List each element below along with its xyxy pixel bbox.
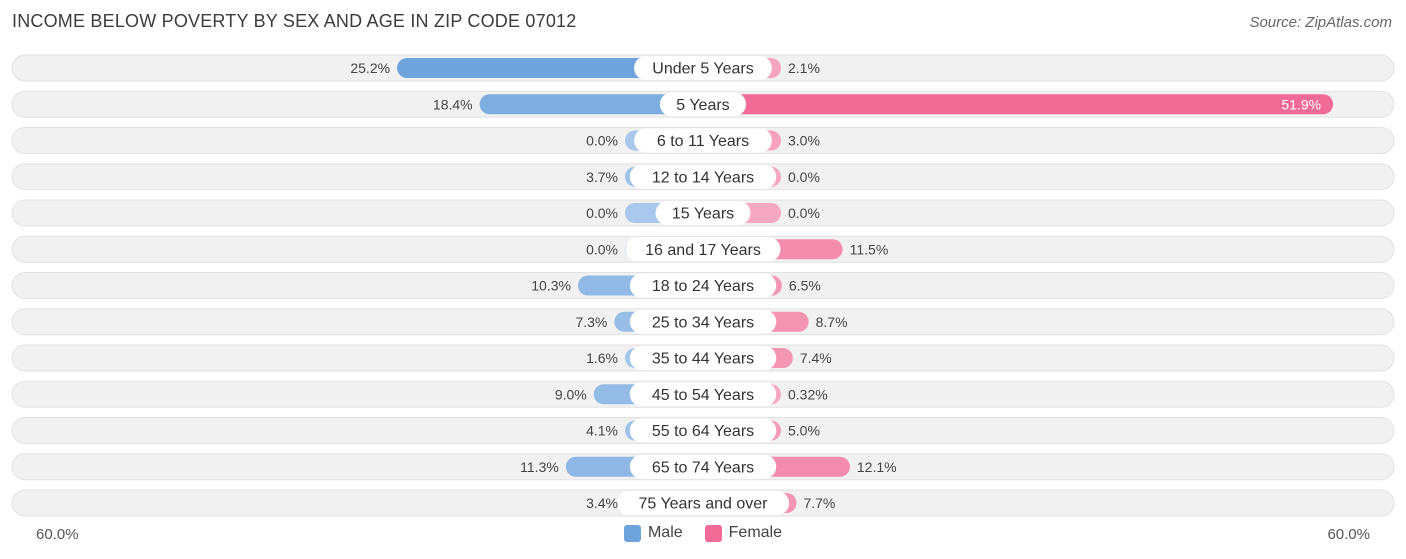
chart-title: INCOME BELOW POVERTY BY SEX AND AGE IN Z…	[12, 11, 577, 31]
value-label-female: 0.32%	[788, 386, 828, 402]
category-label: 5 Years	[676, 97, 729, 114]
value-label-male: 0.0%	[586, 133, 618, 149]
value-label-male: 3.4%	[586, 495, 618, 511]
axis-right-label: 60.0%	[1327, 526, 1370, 543]
bar-female	[703, 94, 1334, 115]
category-pill	[629, 164, 777, 189]
category-label: 75 Years and over	[639, 496, 769, 513]
category-label: Under 5 Years	[652, 61, 753, 78]
category-pill	[659, 92, 747, 117]
value-label-male: 9.0%	[555, 386, 587, 402]
value-label-female: 11.5%	[850, 241, 889, 257]
value-label-female: 0.0%	[788, 169, 820, 185]
source-label: Source: ZipAtlas.com	[1249, 14, 1392, 31]
value-label-male: 4.1%	[586, 423, 618, 439]
value-label-male: 7.3%	[575, 314, 607, 330]
category-label: 25 to 34 Years	[652, 314, 754, 331]
category-label: 12 to 14 Years	[652, 169, 754, 186]
category-label: 45 to 54 Years	[652, 387, 754, 404]
value-label-female: 12.1%	[857, 459, 897, 475]
legend-item-female: Female	[704, 524, 783, 542]
value-label-female: 2.1%	[788, 60, 820, 76]
bar-male	[479, 94, 703, 115]
category-pill	[629, 346, 777, 370]
category-pill	[629, 382, 777, 407]
axis-left-label: 60.0%	[36, 526, 79, 543]
legend-item-male: Male	[623, 524, 683, 542]
category-pill	[629, 309, 777, 334]
category-pill	[655, 201, 751, 225]
female-swatch	[704, 524, 722, 542]
category-pill	[629, 273, 777, 298]
category-pill	[634, 56, 772, 80]
category-label: 6 to 11 Years	[657, 133, 749, 150]
legend-label-male: Male	[647, 524, 683, 541]
value-label-male: 0.0%	[586, 205, 618, 221]
category-pill	[634, 128, 772, 153]
value-label-female: 7.7%	[803, 495, 835, 511]
category-label: 55 to 64 Years	[652, 423, 754, 440]
value-label-female: 7.4%	[800, 350, 832, 366]
value-label-female: 3.0%	[788, 133, 820, 149]
value-label-male: 0.0%	[586, 241, 618, 257]
poverty-chart: Under 5 Years 25.2% 2.1% 5 Years 18.4% 51.9% 6…	[11, 54, 1395, 517]
legend-label-female: Female	[728, 524, 783, 541]
category-label: 35 to 44 Years	[652, 351, 754, 368]
category-pill	[629, 454, 777, 479]
value-label-female: 8.7%	[816, 314, 848, 330]
legend: Male Female	[0, 524, 1406, 542]
male-swatch	[623, 524, 641, 542]
category-pill	[625, 237, 781, 262]
value-label-male: 11.3%	[520, 459, 559, 475]
value-label-female: 5.0%	[788, 423, 820, 439]
category-label: 18 to 24 Years	[652, 278, 754, 295]
value-label-male: 25.2%	[350, 60, 390, 76]
value-label-male: 10.3%	[531, 278, 571, 294]
value-label-female: 0.0%	[788, 205, 820, 221]
bar-male	[397, 58, 703, 78]
category-label: 15 Years	[672, 206, 734, 223]
value-label-female: 6.5%	[789, 278, 821, 294]
value-label-male: 3.7%	[586, 169, 618, 185]
category-pill	[616, 491, 790, 515]
category-label: 65 to 74 Years	[652, 459, 754, 476]
category-pill	[629, 418, 777, 443]
value-label-male: 1.6%	[586, 350, 618, 366]
value-label-male: 18.4%	[433, 96, 473, 112]
category-label: 16 and 17 Years	[645, 242, 761, 259]
value-label-female: 51.9%	[1281, 96, 1321, 112]
